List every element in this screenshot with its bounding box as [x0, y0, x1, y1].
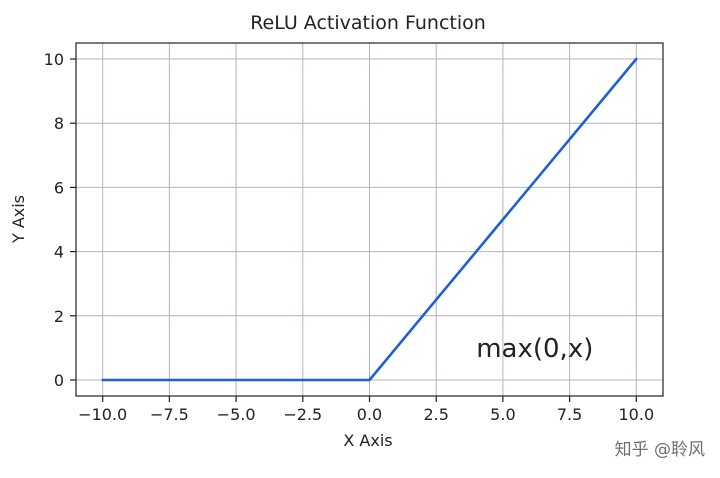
y-ticks: 0 2 4 6 8 10: [44, 50, 76, 390]
x-tick-label: 10.0: [619, 405, 655, 424]
x-tick-label: 7.5: [557, 405, 582, 424]
relu-line: [101, 57, 638, 382]
y-tick-label: 2: [54, 307, 64, 326]
grid: [76, 43, 663, 396]
y-axis-label: Y Axis: [9, 195, 28, 244]
watermark: 知乎 @聆风: [615, 440, 705, 460]
y-tick-label: 4: [54, 243, 64, 262]
chart-title: ReLU Activation Function: [250, 12, 486, 34]
x-axis-label: X Axis: [343, 431, 392, 450]
y-tick-label: 10: [44, 50, 64, 69]
x-tick-label: −5.0: [217, 405, 256, 424]
y-tick-label: 0: [54, 371, 64, 390]
x-tick-label: −10.0: [78, 405, 127, 424]
annotation-label: max(0,x): [476, 334, 593, 364]
x-tick-label: 0.0: [357, 405, 382, 424]
x-tick-label: 2.5: [423, 405, 448, 424]
y-tick-label: 8: [54, 114, 64, 133]
x-tick-label: −7.5: [150, 405, 189, 424]
series-layer: [101, 57, 638, 382]
y-tick-label: 6: [54, 178, 64, 197]
x-tick-label: 5.0: [490, 405, 515, 424]
x-ticks: −10.0 −7.5 −5.0 −2.5 0.0 2.5 5.0 7.5 10.0: [78, 396, 654, 424]
x-tick-label: −2.5: [283, 405, 322, 424]
